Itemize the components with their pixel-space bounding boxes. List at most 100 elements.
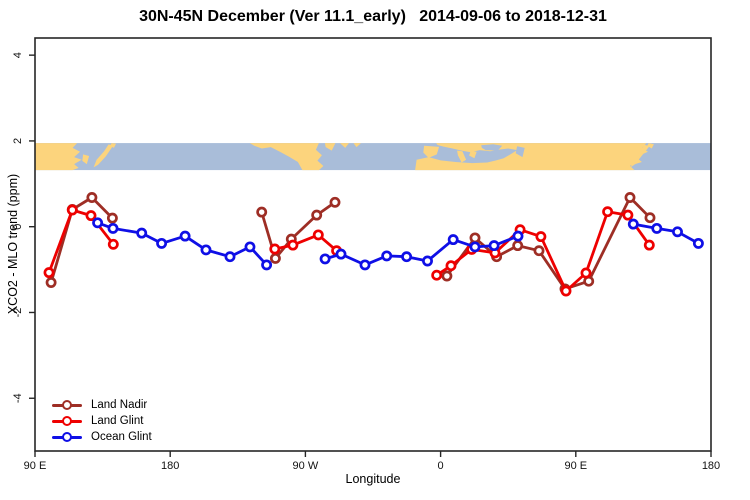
- legend-item-land-nadir: Land Nadir: [52, 397, 152, 413]
- series-line: [273, 233, 339, 253]
- map-newfoundland: [353, 143, 361, 148]
- data-point: [445, 260, 457, 272]
- map-ne-coast: [324, 143, 336, 151]
- series-land-glint: [43, 204, 655, 297]
- data-point: [319, 253, 331, 265]
- data-point: [644, 212, 656, 224]
- data-point: [335, 248, 347, 260]
- data-point: [66, 204, 78, 216]
- data-point: [156, 237, 168, 249]
- data-point: [329, 196, 341, 208]
- series-line: [49, 196, 114, 284]
- chart-title: 30N-45N December (Ver 11.1_early) 2014-0…: [139, 8, 607, 25]
- legend: Land Nadir Land Glint Ocean Glint: [52, 397, 152, 445]
- data-point: [107, 222, 119, 234]
- data-point: [512, 240, 524, 252]
- data-point: [624, 192, 636, 203]
- map-black-sea: [481, 144, 503, 151]
- data-point: [256, 206, 268, 218]
- data-point: [488, 240, 500, 252]
- data-point: [533, 245, 545, 257]
- map-asia-west: [35, 143, 82, 171]
- land-nadir-line-marker-icon: [52, 398, 82, 412]
- data-point: [179, 230, 191, 242]
- ocean-glint-line-marker-icon: [52, 430, 82, 444]
- data-point: [560, 285, 572, 297]
- map-italy: [457, 150, 467, 163]
- map-caspian-sea: [515, 146, 525, 158]
- series-line: [47, 208, 115, 275]
- data-point: [261, 259, 273, 271]
- map-korea: [82, 154, 90, 165]
- legend-label: Land Nadir: [91, 399, 148, 411]
- data-point: [627, 218, 639, 230]
- x-tick-label: 180: [161, 460, 179, 472]
- data-point: [622, 209, 634, 221]
- series-ocean-glint: [92, 217, 704, 271]
- data-point: [85, 210, 97, 222]
- data-point: [651, 222, 663, 234]
- y-tick-label: -2: [12, 308, 24, 318]
- data-point: [422, 255, 433, 267]
- legend-label: Land Glint: [91, 415, 144, 427]
- y-axis-title: XCO2 - MLO trend (ppm): [6, 173, 20, 315]
- y-tick-label: 0: [12, 224, 24, 230]
- map-eurasia-africa: [415, 143, 648, 171]
- data-point: [287, 239, 299, 251]
- x-axis-title: Longitude: [345, 472, 401, 486]
- map-hokkaido: [110, 143, 117, 148]
- map-japan: [93, 144, 114, 168]
- x-tick-label: 90 E: [24, 460, 47, 472]
- series-line: [631, 222, 700, 245]
- data-point: [672, 226, 683, 238]
- data-point: [92, 217, 104, 229]
- data-point: [512, 230, 524, 242]
- map-greece: [469, 151, 477, 159]
- legend-item-land-glint: Land Glint: [52, 413, 152, 429]
- data-point: [312, 229, 324, 241]
- plot-border: [34, 37, 712, 452]
- data-point: [43, 267, 55, 279]
- data-point: [359, 259, 371, 271]
- x-tick-label: 0: [438, 460, 444, 472]
- x-tick-label: 90 E: [564, 460, 587, 472]
- map-hokkaido-2: [647, 143, 654, 149]
- y-tick-label: 4: [12, 52, 24, 58]
- data-point: [469, 241, 481, 253]
- data-point: [602, 206, 614, 218]
- data-point: [401, 251, 413, 263]
- data-point: [86, 192, 98, 203]
- map-north-america: [249, 143, 324, 171]
- data-point: [269, 252, 281, 264]
- data-point: [311, 209, 323, 221]
- data-point: [269, 243, 281, 255]
- land-glint-line-marker-icon: [52, 414, 82, 428]
- y-tick-label: -4: [12, 393, 24, 403]
- series-land-nadir: [45, 192, 656, 295]
- x-tick-label: 90 W: [293, 460, 319, 472]
- map-japan-2: [630, 144, 650, 168]
- data-point: [224, 251, 236, 263]
- data-point: [244, 241, 256, 253]
- legend-item-ocean-glint: Ocean Glint: [52, 429, 152, 445]
- y-tick-label: 2: [12, 138, 24, 144]
- data-point: [431, 269, 443, 281]
- data-point: [441, 270, 453, 282]
- data-point: [136, 227, 148, 239]
- data-point: [106, 212, 118, 224]
- data-point: [107, 238, 119, 250]
- data-point: [469, 232, 481, 244]
- data-point: [381, 250, 393, 262]
- x-tick-label: 180: [702, 460, 720, 472]
- data-point: [200, 244, 212, 256]
- data-point: [692, 237, 704, 249]
- data-point: [643, 239, 655, 251]
- data-point: [447, 234, 459, 246]
- legend-label: Ocean Glint: [91, 431, 152, 443]
- series-line: [323, 234, 520, 267]
- world-map-band: [35, 143, 711, 171]
- axes-layer: 90 E 180 90 W 0 90 E 180 -4 -2 0 2 4: [12, 37, 720, 472]
- map-nova-scotia: [340, 143, 349, 148]
